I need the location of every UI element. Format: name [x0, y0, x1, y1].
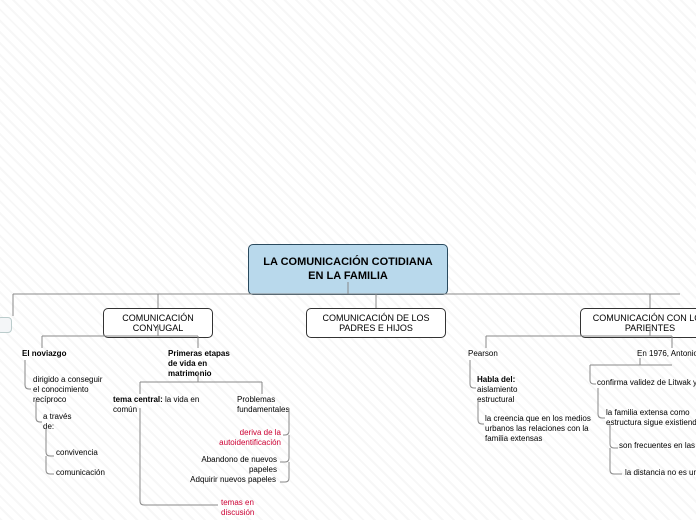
root-line1: LA COMUNICACIÓN COTIDIANA [255, 255, 441, 269]
c2: la familia extensa como estructura sigue… [606, 408, 696, 428]
problema-2: Abandono de nuevos papeles [177, 455, 277, 475]
problemas: Problemas fundamentales [237, 395, 297, 415]
problema-1: deriva de la autoidentificación [191, 428, 281, 448]
convivencia: convivencia [56, 448, 116, 458]
c4: la distancia no es un obs [625, 468, 696, 478]
creencia: la creencia que en los medios urbanos la… [485, 414, 595, 444]
a-traves: a través de: [43, 412, 83, 432]
antonio: En 1976, Antonio de [637, 349, 696, 359]
branch-conyugal: COMUNICACIÓN CONYUGAL [103, 308, 213, 338]
root-line2: EN LA FAMILIA [255, 269, 441, 283]
pearson: Pearson [468, 349, 518, 359]
habla-label: Habla del: [477, 375, 515, 384]
collapsed-node-stub [0, 317, 12, 333]
tema-central: tema central: la vida en común [113, 395, 213, 415]
branch-parientes: COMUNICACIÓN CON LOS PARIENTES [580, 308, 696, 338]
tema-label: tema central: [113, 395, 163, 404]
branch-padres: COMUNICACIÓN DE LOS PADRES E HIJOS [306, 308, 446, 338]
problema-3: Adquirir nuevos papeles [186, 475, 276, 485]
c3: son frecuentes en las familias [619, 441, 696, 451]
c1: confirma validez de Litwak y Sus [597, 378, 696, 388]
temas-discusion: temas en discusión [221, 498, 281, 518]
noviazgo-desc: dirigido a conseguir el conocimiento rec… [33, 375, 103, 405]
habla-val: aislamiento estructural [477, 385, 517, 404]
noviazgo: El noviazgo [22, 349, 82, 359]
etapas: Primeras etapas de vida en matrimonio [168, 349, 238, 379]
habla: Habla del: aislamiento estructural [477, 375, 537, 405]
root-node: LA COMUNICACIÓN COTIDIANA EN LA FAMILIA [248, 244, 448, 295]
comunicacion: comunicación [56, 468, 116, 478]
